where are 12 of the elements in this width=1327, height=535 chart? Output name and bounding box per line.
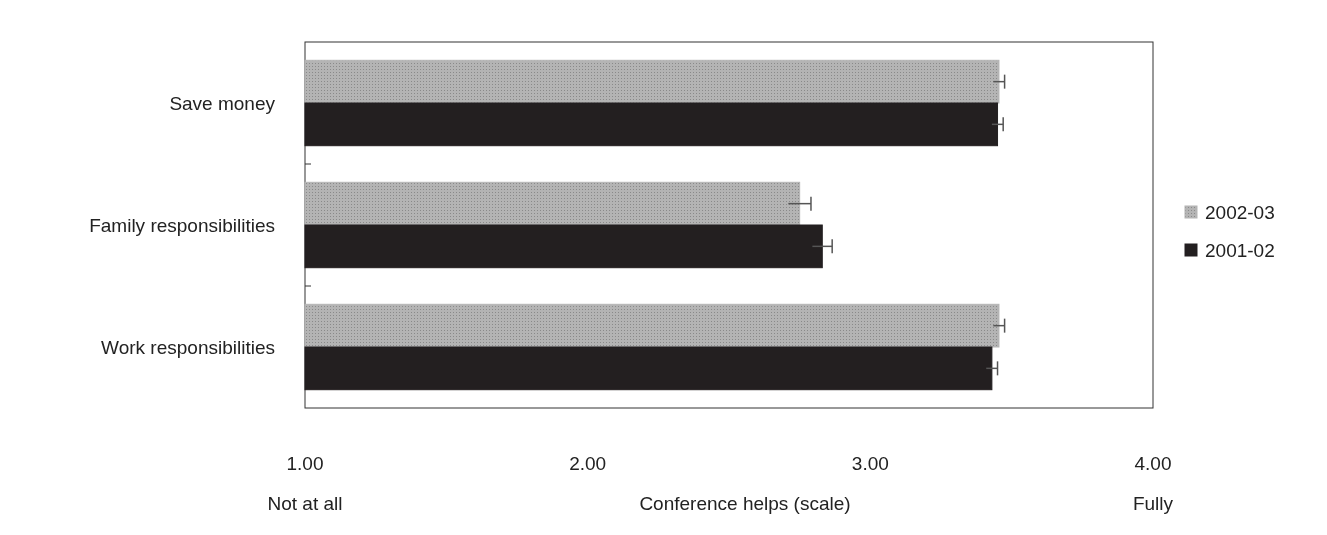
x-tick-label: 4.00 (1134, 453, 1172, 474)
x-tick-label: 3.00 (851, 453, 889, 474)
x-tick-label: 1.00 (286, 453, 324, 474)
y-tick-label: Family responsibilities (89, 214, 275, 236)
y-tick-label: Save money (169, 92, 276, 114)
x-tick-label: 2.00 (569, 453, 607, 474)
x-axis-title: Conference helps (scale) (639, 493, 851, 514)
legend-label: 2001-02 (1205, 239, 1275, 261)
legend-label: 2002-03 (1205, 201, 1275, 223)
y-tick-label: Work responsibilities (101, 336, 275, 358)
text: Not at all (267, 493, 343, 514)
text: Fully (1132, 493, 1174, 514)
